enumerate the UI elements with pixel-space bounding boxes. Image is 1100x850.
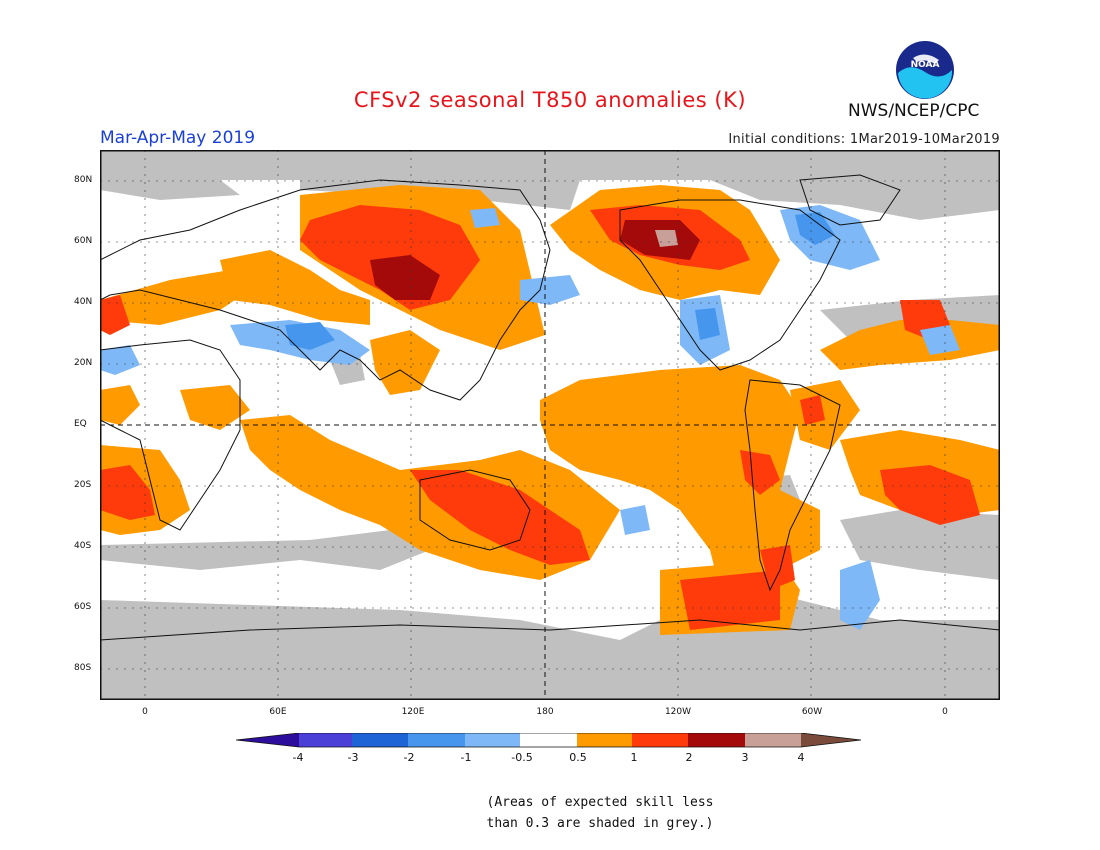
colorbar-bin-neutral [520, 733, 577, 747]
australia-outline [419, 469, 531, 551]
low-skill-south-atlantic [840, 510, 1000, 580]
warm-pacific-band [540, 365, 820, 620]
africa-outline [100, 339, 241, 531]
colorbar-label--4: -4 [292, 751, 304, 764]
colorbar-label--2: -2 [403, 751, 415, 764]
footnote-line-1: (Areas of expected skill less [486, 795, 714, 810]
cool-mid-atlantic [920, 325, 960, 355]
lat-label-60s: 60S [74, 602, 92, 612]
lat-label-80n: 80N [74, 175, 93, 185]
extreme-siberia [370, 255, 440, 300]
lon-label-0-right: 0 [942, 707, 948, 717]
noaa-logo: NOAA [896, 41, 954, 99]
lon-label-180: 180 [536, 707, 554, 717]
hot-south-atlantic-west [100, 465, 155, 520]
colorbar-bin-3 [745, 733, 801, 747]
colorbar-bin--3 [352, 733, 408, 747]
hot-south-pacific [680, 570, 780, 630]
lat-label-20n: 20N [74, 358, 93, 368]
warm-europe-asia [220, 250, 370, 325]
cool-arctic-small [470, 208, 500, 228]
hot-chile [740, 450, 780, 495]
grid-lines [100, 150, 1000, 700]
colder-middle-east [285, 322, 335, 350]
warm-africa-central [180, 385, 250, 430]
initial-conditions-label: Initial conditions: 1Mar2019-10Mar2019 [728, 132, 1000, 147]
map-frame [100, 150, 1000, 700]
lon-label-60e: 60E [269, 707, 287, 717]
lat-label-20s: 20S [74, 480, 92, 490]
colorbar-label-1: 1 [630, 751, 638, 764]
colorbar-bin--2 [408, 733, 465, 747]
colorbar-bin--4 [299, 733, 352, 747]
low-skill-canada-arctic [710, 180, 1000, 220]
colorbar [236, 733, 862, 748]
hot-patagonia [760, 545, 795, 590]
cool-africa-north [100, 345, 140, 375]
colorbar-bin-0-5 [577, 733, 632, 747]
hot-south-atlantic [880, 465, 980, 525]
lon-label-0: 0 [142, 707, 148, 717]
colorbar-arrow-left [236, 733, 299, 747]
cool-south-pacific-small [620, 505, 650, 535]
colorbar-bin-1 [632, 733, 688, 747]
colorbar-bin-2 [688, 733, 745, 747]
lat-label-60n: 60N [74, 236, 93, 246]
map-title: CFSv2 seasonal T850 anomalies (K) [353, 88, 747, 112]
lat-label-eq: EQ [74, 419, 87, 429]
lon-label-120e: 120E [401, 707, 425, 717]
colorbar-arrow-right [801, 733, 861, 747]
colorbar-label-0-5: 0.5 [569, 751, 587, 764]
hot-iberia-west [100, 295, 130, 335]
warm-north-atlantic [820, 320, 1000, 370]
north-america-outline [619, 199, 841, 371]
lon-label-60w: 60W [801, 707, 823, 717]
warm-se-asia [370, 330, 440, 395]
warm-europe-west [100, 270, 250, 325]
lon-label-120w: 120W [664, 707, 692, 717]
lat-label-40s: 40S [74, 541, 92, 551]
cool-south-atlantic-high-lat [840, 560, 880, 630]
reference-lines [100, 150, 1000, 700]
lat-label-80s: 80S [74, 663, 92, 673]
anomaly-map [100, 150, 1000, 700]
footnote: (Areas of expected skill less than 0.3 a… [470, 792, 730, 834]
hot-brazil [800, 395, 825, 425]
colorbar-label-2: 2 [685, 751, 693, 764]
antarctica-outline [100, 619, 1000, 641]
colorbar-label--3: -3 [347, 751, 359, 764]
footnote-line-2: than 0.3 are shaded in grey.) [486, 816, 714, 831]
colorbar-label-4: 4 [797, 751, 805, 764]
colorbar-outline [236, 733, 862, 748]
low-skill-south-indian [100, 530, 430, 570]
warm-amazon [790, 380, 860, 450]
agency-label: NWS/NCEP/CPC [848, 101, 980, 121]
low-skill-areas [100, 150, 1000, 700]
warm-africa-west [100, 385, 140, 425]
colorbar-label-3: 3 [741, 751, 749, 764]
colder-western-us [695, 308, 720, 340]
logo-text: NOAA [911, 60, 940, 70]
season-label: Mar-Apr-May 2019 [100, 128, 256, 148]
colder-greenland [795, 212, 835, 245]
low-skill-arctic-band [100, 150, 1000, 180]
greenland-outline [799, 174, 901, 226]
lat-label-40n: 40N [74, 297, 93, 307]
continent-outlines [100, 174, 1000, 641]
south-america-outline [744, 379, 841, 592]
low-skill-arctic-west [100, 180, 240, 200]
colorbar-label--1: -1 [460, 751, 472, 764]
eurasia-outline [100, 179, 551, 401]
cold-anomaly-1-2 [285, 212, 835, 350]
colorbar-label--0-5: -0.5 [511, 751, 533, 764]
colorbar-bin--1 [465, 733, 520, 747]
cool-north-pacific [520, 275, 580, 305]
warm-anomaly-3-4 [655, 230, 678, 247]
